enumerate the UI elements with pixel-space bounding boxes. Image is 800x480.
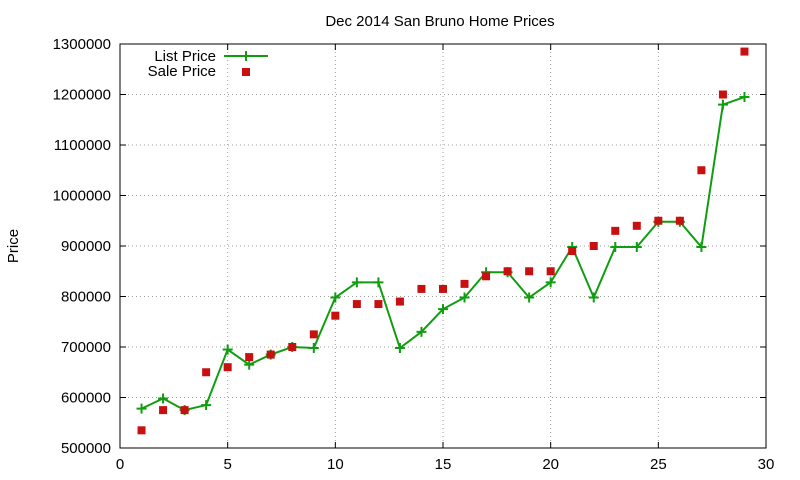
data-point-list-price <box>631 242 642 253</box>
x-tick-label: 30 <box>758 456 775 473</box>
data-point-list-price <box>308 343 319 354</box>
data-point-list-price <box>696 242 707 253</box>
y-tick-label: 800000 <box>61 289 111 306</box>
data-point-sale-price <box>223 363 232 372</box>
y-tick-label: 700000 <box>61 339 111 356</box>
y-tick-label: 500000 <box>61 440 111 457</box>
data-point-list-price <box>373 277 384 288</box>
series-layer <box>136 47 750 435</box>
axes-layer: 0 5 10 15 20 25 30 500000 600000 700000 800000 9000… <box>53 36 775 473</box>
data-point-sale-price <box>503 267 512 276</box>
y-axis-label: Price <box>5 229 22 263</box>
data-point-list-price <box>136 403 147 414</box>
data-point-sale-price <box>202 368 211 377</box>
y-tick-label: 1300000 <box>53 36 111 53</box>
data-point-list-price <box>588 292 599 303</box>
data-point-sale-price <box>589 242 598 250</box>
x-tick-label: 25 <box>650 456 667 473</box>
grid-layer <box>120 44 766 448</box>
legend-label-list-price: List Price <box>154 48 216 65</box>
data-point-list-price <box>222 344 233 355</box>
data-point-list-price <box>524 292 535 303</box>
y-tick-label: 1000000 <box>53 188 111 205</box>
data-point-list-price <box>201 400 212 411</box>
y-tick-label: 600000 <box>61 390 111 407</box>
data-point-sale-price <box>309 330 318 339</box>
legend: List Price Sale Price <box>148 48 268 80</box>
series-line-list-price <box>141 96 745 412</box>
legend-marker-list-price <box>241 51 251 61</box>
data-point-list-price <box>244 359 255 370</box>
data-point-sale-price <box>331 311 340 320</box>
chart-title: Dec 2014 San Bruno Home Prices <box>325 13 554 30</box>
data-point-sale-price <box>417 284 426 293</box>
data-point-sale-price <box>395 297 404 306</box>
data-point-sale-price <box>159 406 168 415</box>
data-point-sale-price <box>180 406 189 415</box>
data-point-list-price <box>739 92 750 103</box>
data-point-list-price <box>330 292 341 303</box>
data-point-list-price <box>459 292 470 303</box>
data-point-list-price <box>351 277 362 288</box>
data-point-sale-price <box>245 353 254 362</box>
data-point-sale-price <box>611 226 620 235</box>
data-point-sale-price <box>675 216 684 225</box>
x-tick-label: 20 <box>542 456 559 473</box>
data-point-list-price <box>717 99 728 110</box>
data-point-list-price <box>158 393 169 404</box>
data-point-list-price <box>545 277 556 288</box>
data-point-sale-price <box>697 166 706 175</box>
data-point-list-price <box>416 326 427 337</box>
data-point-sale-price <box>352 300 361 309</box>
data-point-sale-price <box>137 426 146 435</box>
data-point-sale-price <box>654 216 663 225</box>
y-tick-label: 900000 <box>61 238 111 255</box>
data-point-sale-price <box>460 279 469 288</box>
data-point-sale-price <box>568 247 577 256</box>
x-tick-label: 10 <box>327 456 344 473</box>
data-point-sale-price <box>740 47 749 56</box>
data-point-sale-price <box>266 350 275 359</box>
x-tick-label: 5 <box>223 456 231 473</box>
data-point-sale-price <box>525 267 534 276</box>
data-point-sale-price <box>482 272 491 281</box>
data-point-list-price <box>610 242 621 253</box>
data-point-list-price <box>394 343 405 354</box>
data-point-sale-price <box>374 300 383 309</box>
legend-label-sale-price: Sale Price <box>148 63 216 80</box>
x-tick-label: 15 <box>435 456 452 473</box>
y-tick-label: 1100000 <box>54 137 111 154</box>
legend-marker-sale-price <box>242 68 250 76</box>
data-point-sale-price <box>632 221 641 230</box>
data-point-sale-price <box>546 267 555 276</box>
data-point-list-price <box>438 304 448 315</box>
x-tick-label: 0 <box>116 456 124 473</box>
y-tick-label: 1200000 <box>53 87 111 104</box>
data-point-sale-price <box>439 284 447 293</box>
data-point-sale-price <box>718 90 727 99</box>
data-point-sale-price <box>288 343 297 351</box>
